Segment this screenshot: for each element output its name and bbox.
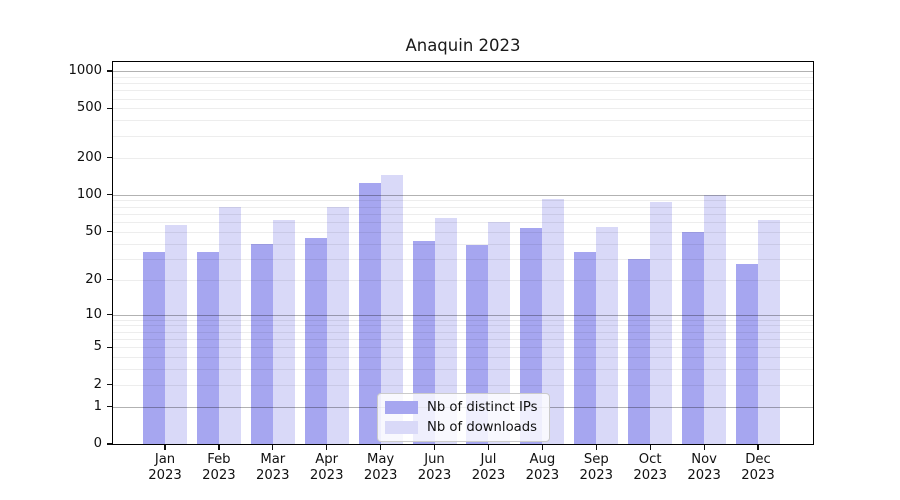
x-tick-mark <box>757 445 759 450</box>
y-tick-mark <box>107 231 112 233</box>
bar-downloads <box>596 226 619 444</box>
bar-distinct-ips <box>682 231 705 444</box>
y-tick-label: 1 <box>93 398 102 414</box>
x-tick-label: Mar 2023 <box>256 452 290 483</box>
bar-downloads <box>434 217 457 444</box>
bar-downloads <box>704 194 727 444</box>
bar-distinct-ips <box>358 182 381 444</box>
bar-downloads <box>488 222 511 444</box>
bar-downloads <box>218 206 241 444</box>
y-tick-label: 100 <box>76 186 102 202</box>
legend-entry-downloads: Nb of downloads <box>385 420 538 435</box>
y-tick-mark <box>107 346 112 348</box>
bar-distinct-ips <box>628 258 651 444</box>
legend-swatch-downloads-icon <box>385 421 418 434</box>
x-tick-mark <box>380 445 382 450</box>
x-tick-label: Oct 2023 <box>633 452 667 483</box>
y-tick-mark <box>107 194 112 196</box>
y-tick-mark <box>107 107 112 109</box>
x-tick-mark <box>487 445 490 450</box>
y-tick-label: 20 <box>85 271 102 287</box>
x-tick-mark <box>703 445 705 450</box>
x-tick-label: Apr 2023 <box>309 452 344 483</box>
y-tick-label: 500 <box>76 100 102 116</box>
y-tick-label: 200 <box>76 149 102 165</box>
bar-distinct-ips <box>574 252 597 444</box>
bar-distinct-ips <box>736 264 758 444</box>
x-tick-mark <box>218 445 220 450</box>
y-tick-mark <box>107 157 112 159</box>
bar-distinct-ips <box>304 238 327 444</box>
x-tick-mark <box>433 445 436 450</box>
y-tick-label: 10 <box>85 306 102 322</box>
y-tick-mark <box>107 384 112 386</box>
x-tick-label: Nov 2023 <box>687 452 721 483</box>
x-tick-mark <box>164 445 166 450</box>
bar-downloads <box>272 220 295 444</box>
legend-entry-distinct-ips: Nb of distinct IPs <box>385 400 538 415</box>
bar-downloads <box>758 220 780 444</box>
legend-swatch-ips-icon <box>385 401 418 414</box>
bar-distinct-ips <box>250 243 273 444</box>
bar-distinct-ips <box>143 252 165 444</box>
y-tick-mark <box>107 443 112 445</box>
plot-area <box>113 62 813 444</box>
x-tick-label: Jul 2023 <box>471 452 506 483</box>
x-tick-label: Feb 2023 <box>202 452 236 483</box>
x-tick-label: May 2023 <box>363 452 398 483</box>
x-tick-label: Sep 2023 <box>579 452 614 483</box>
bars-layer <box>113 62 813 444</box>
y-tick-mark <box>107 406 112 408</box>
legend-label: Nb of downloads <box>427 420 537 435</box>
y-tick-label: 0 <box>93 436 102 451</box>
x-tick-mark <box>326 445 328 450</box>
y-tick-label: 1000 <box>68 62 102 78</box>
bar-distinct-ips <box>520 227 543 444</box>
y-tick-mark <box>107 279 112 281</box>
x-tick-label: Jan 2023 <box>148 452 182 483</box>
y-tick-mark <box>107 313 112 316</box>
bar-downloads <box>380 174 403 444</box>
y-tick-label: 5 <box>93 339 102 355</box>
bar-downloads <box>650 202 673 444</box>
chart-title: Anaquin 2023 <box>405 36 521 55</box>
y-tick-label: 50 <box>85 223 102 239</box>
x-tick-mark <box>595 445 597 450</box>
legend: Nb of distinct IPs Nb of downloads <box>377 393 550 442</box>
y-tick-label: 2 <box>93 376 102 392</box>
bar-distinct-ips <box>196 252 219 444</box>
legend-label: Nb of distinct IPs <box>427 400 538 415</box>
x-tick-label: Dec 2023 <box>741 452 775 483</box>
x-tick-label: Aug 2023 <box>525 452 560 483</box>
bar-downloads <box>326 206 349 444</box>
y-tick-mark <box>107 70 112 72</box>
x-tick-mark <box>649 445 651 450</box>
bar-downloads <box>542 199 565 444</box>
bar-downloads <box>165 224 187 444</box>
x-tick-label: Jun 2023 <box>417 452 452 483</box>
x-tick-mark <box>272 445 274 450</box>
x-tick-mark <box>541 445 544 450</box>
